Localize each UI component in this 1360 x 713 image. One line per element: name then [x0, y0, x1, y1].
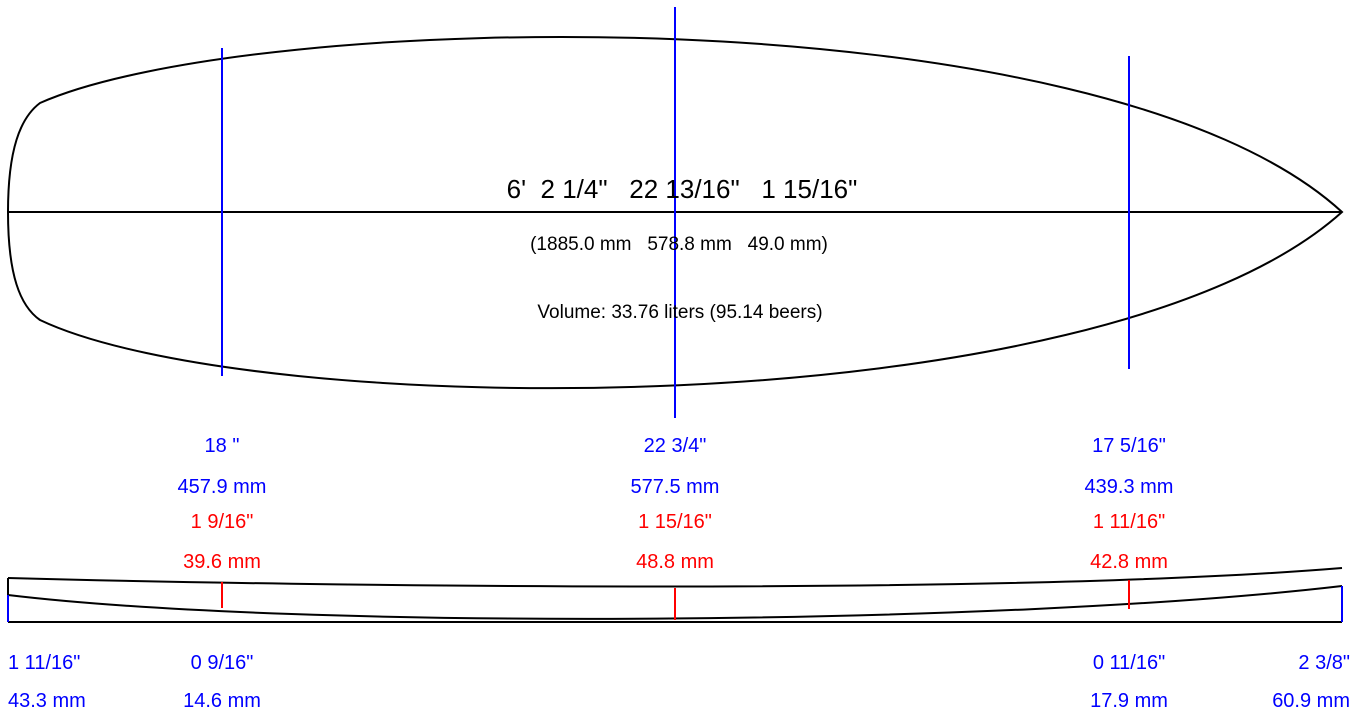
middle-thickness-inches: 1 15/16" — [638, 511, 712, 533]
profile-bottom — [7, 585, 1343, 620]
tail-end-rocker-inches: 1 11/16" — [8, 652, 80, 674]
middle-width-mm: 577.5 mm — [631, 476, 720, 498]
nose-thickness-mm: 42.8 mm — [1090, 551, 1168, 573]
volume-label: Volume: 33.76 liters (95.14 beers) — [537, 302, 822, 323]
dimensions-imperial: 6' 2 1/4" 22 13/16" 1 15/16" — [507, 174, 858, 204]
nose-end-rocker-inches: 2 3/8" — [1298, 652, 1350, 674]
tail-thickness-mm: 39.6 mm — [183, 551, 261, 573]
nose-width-inches: 17 5/16" — [1092, 435, 1166, 457]
middle-width-inches: 22 3/4" — [644, 435, 707, 457]
tail-rocker-inches: 0 9/16" — [191, 652, 254, 674]
nose-end-rocker-mm: 60.9 mm — [1272, 690, 1350, 712]
nose-rocker-inches: 0 11/16" — [1093, 652, 1165, 674]
middle-thickness-mm: 48.8 mm — [636, 551, 714, 573]
profile-deck — [7, 567, 1343, 588]
tail-width-mm: 457.9 mm — [178, 476, 267, 498]
nose-rocker-mm: 17.9 mm — [1090, 690, 1168, 712]
tail-width-inches: 18 " — [205, 435, 240, 457]
nose-width-mm: 439.3 mm — [1085, 476, 1174, 498]
tail-rocker-mm: 14.6 mm — [183, 690, 261, 712]
dimensions-metric: (1885.0 mm 578.8 mm 49.0 mm) — [530, 234, 828, 255]
tail-end-rocker-mm: 43.3 mm — [8, 690, 86, 712]
tail-thickness-inches: 1 9/16" — [191, 511, 254, 533]
nose-thickness-inches: 1 11/16" — [1093, 511, 1165, 533]
